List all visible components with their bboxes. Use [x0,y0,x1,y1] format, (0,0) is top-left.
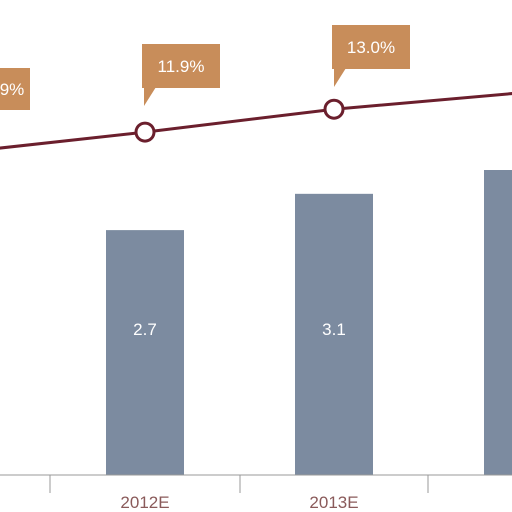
bar-series: 2.73.13 [106,170,512,475]
callout: 11.9% [142,44,220,106]
line-point [323,98,345,120]
bar [295,193,373,475]
line-point [134,121,156,143]
callout-pointer [334,68,346,87]
callout: 9% [0,68,30,110]
bar-value-label: 3.1 [322,320,346,339]
x-axis: 2012E2013E20 [0,474,512,512]
bar-value-label: 2.7 [133,320,157,339]
callout-labels: 9% 11.9% 13.0% [0,25,410,110]
callout-box [0,68,30,110]
bar [106,230,184,475]
callout-pointer [144,87,156,106]
callout-label: 11.9% [158,57,205,76]
callout-box [142,44,220,88]
callout: 13.0% [332,25,410,87]
callout-box [332,25,410,69]
growth-line [0,92,512,150]
x-tick-label: 2012E [120,493,169,512]
callout-label: 9% [0,80,24,99]
bar [484,170,512,475]
callout-label: 13.0% [347,38,395,57]
x-tick-label: 2013E [309,493,358,512]
line-series [0,92,512,150]
